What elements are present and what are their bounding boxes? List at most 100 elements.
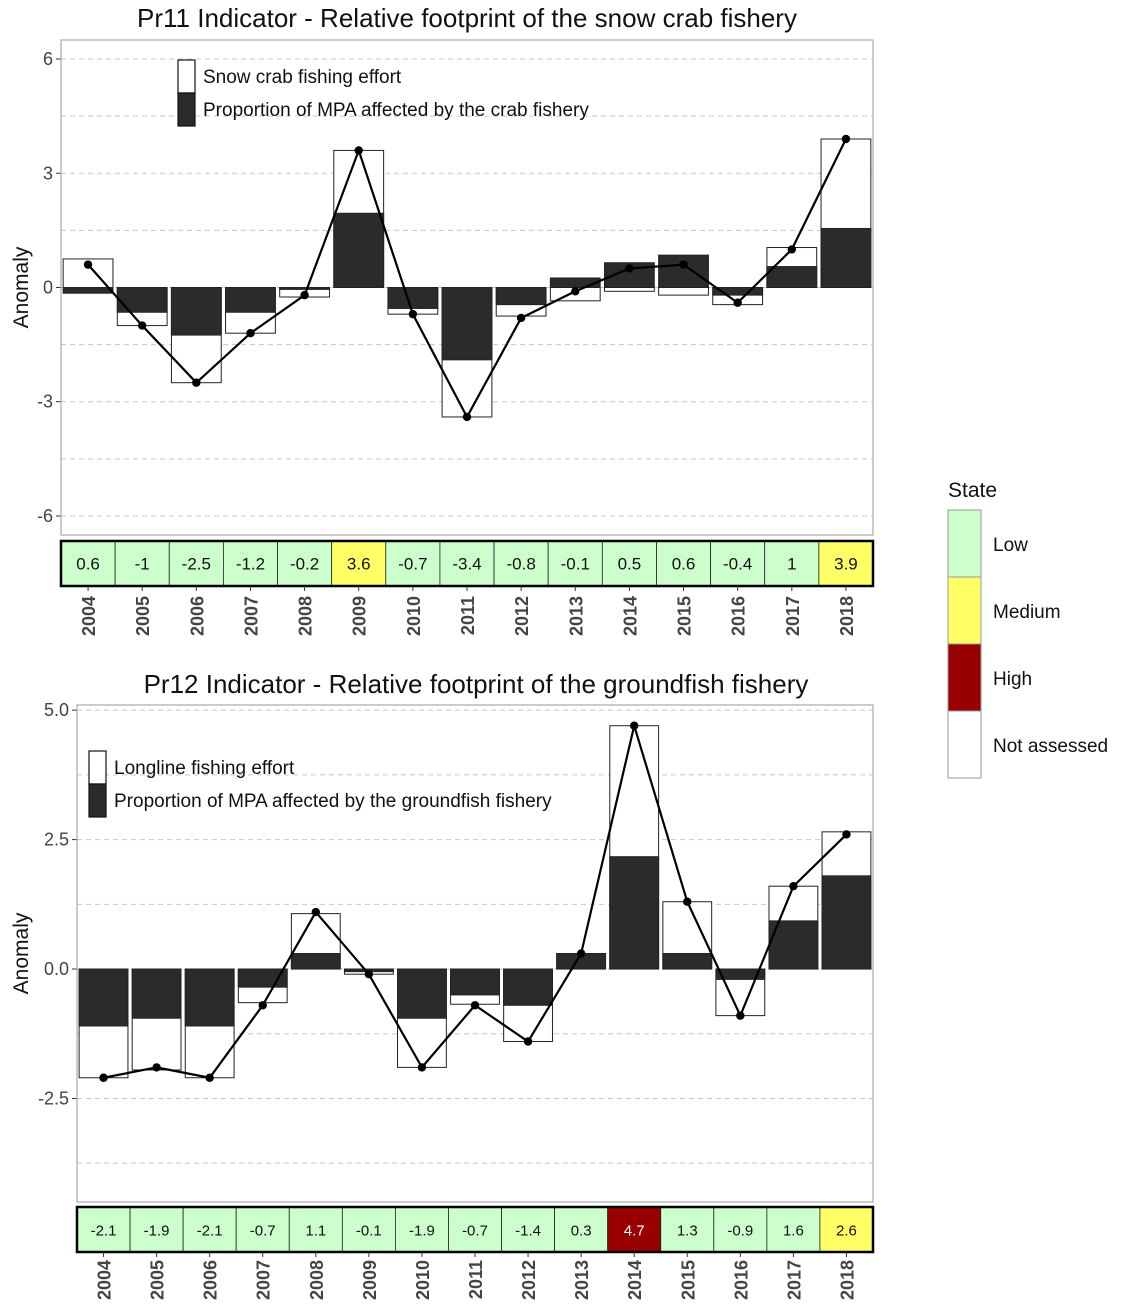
x-tick-label: 2006 [187, 596, 207, 636]
chart-title: Pr11 Indicator - Relative footprint of t… [137, 3, 797, 33]
state-value: 1 [787, 555, 796, 574]
x-tick-label: 2015 [678, 1260, 698, 1300]
indicator-point-2007 [246, 328, 255, 338]
bar-mpa-2006 [170, 287, 222, 336]
series-legend: Longline fishing effort Proportion of MPA… [88, 750, 552, 818]
indicator-point-2006 [192, 378, 201, 387]
y-tick-label: -2.5 [38, 1088, 69, 1108]
indicator-point-2017 [789, 881, 798, 891]
state-cell-2013 [547, 540, 603, 587]
indicator-point-2017 [787, 245, 796, 254]
bar-mpa-2005 [116, 287, 168, 313]
indicator-point-2010 [417, 1063, 427, 1072]
bar-mpa-2008 [290, 953, 341, 970]
state-value: -0.7 [462, 1223, 488, 1240]
indicator-point-2015 [683, 897, 692, 906]
x-tick-label: 2004 [95, 1260, 115, 1300]
state-value: 0.6 [76, 555, 100, 574]
bar-mpa-2016 [715, 968, 766, 980]
legend-swatch [88, 750, 107, 785]
chart-title: Pr12 Indicator - Relative footprint of t… [144, 669, 809, 699]
bar-effort-2015 [658, 287, 709, 296]
indicator-point-2005 [152, 1063, 161, 1072]
state-cell-2004 [60, 540, 116, 587]
bar-mpa-2011 [450, 968, 500, 996]
x-tick-label: 2012 [519, 1260, 539, 1300]
y-tick-label: -3 [37, 392, 53, 412]
x-tick-label: 2011 [466, 1260, 486, 1299]
state-value: -0.2 [290, 555, 319, 574]
plot-border [76, 704, 874, 1203]
bar-mpa-2018 [821, 875, 872, 970]
legend-swatch [177, 92, 196, 127]
indicator-point-2008 [300, 290, 309, 300]
state-value: 1.3 [677, 1223, 698, 1240]
state-value: -1.9 [144, 1223, 170, 1240]
y-tick-label: 6 [43, 49, 53, 69]
x-tick-label: 2014 [625, 1260, 645, 1300]
state-cell-2012 [493, 540, 549, 587]
indicator-point-2018 [842, 830, 851, 839]
chart-1: Pr11 Indicator - Relative footprint of t… [10, 3, 875, 636]
bar-mpa-2009 [333, 212, 385, 288]
bar-mpa-2015 [662, 953, 713, 970]
state-cell-2012 [501, 1206, 555, 1253]
x-tick-label: 2016 [731, 1260, 751, 1300]
x-tick-label: 2009 [350, 596, 370, 636]
y-tick-label: -6 [37, 506, 53, 526]
state-legend-title: State [948, 479, 997, 502]
indicator-point-2009 [354, 146, 363, 155]
state-value: -2.1 [197, 1223, 223, 1240]
state-value: -0.8 [506, 555, 535, 574]
indicator-point-2013 [576, 949, 586, 958]
state-cell-2009 [341, 1206, 396, 1253]
state-legend-label: High [993, 669, 1032, 690]
state-cell-2005 [129, 1206, 184, 1253]
state-value: 0.5 [618, 555, 642, 574]
indicator-point-2008 [311, 907, 320, 917]
bar-mpa-2012 [503, 968, 553, 1006]
bar-mpa-2018 [820, 227, 872, 289]
legend-swatch [177, 59, 196, 94]
bar-mpa-2012 [495, 287, 547, 306]
state-legend-swatch [947, 576, 982, 645]
indicator-point-2012 [516, 313, 526, 323]
state-value: 1.6 [783, 1223, 804, 1240]
x-tick-label: 2004 [79, 596, 99, 636]
x-tick-label: 2013 [572, 1260, 592, 1300]
bar-mpa-2011 [441, 287, 493, 361]
x-tick-label: 2013 [566, 596, 586, 636]
state-value: -2.5 [182, 555, 211, 574]
state-value: 0.3 [571, 1223, 592, 1240]
legend-label: Snow crab fishing effort [203, 67, 402, 88]
plot-border [60, 39, 874, 536]
x-tick-label: 2005 [148, 1260, 168, 1300]
indicator-point-2011 [462, 412, 472, 422]
y-tick-label: 2.5 [44, 830, 69, 850]
x-tick-label: 2010 [413, 1260, 433, 1300]
indicator-point-2014 [630, 721, 639, 730]
legend-label: Proportion of MPA affected by the crab f… [203, 100, 589, 121]
state-value: -1.4 [515, 1223, 541, 1240]
chart-2: Pr12 Indicator - Relative footprint of t… [10, 669, 875, 1300]
state-value: 3.6 [347, 555, 371, 574]
x-tick-label: 2011 [458, 596, 478, 635]
indicator-point-2015 [679, 260, 688, 269]
bar-mpa-2005 [131, 968, 182, 1019]
y-tick-label: 3 [43, 163, 53, 183]
legend-swatch [88, 783, 107, 818]
indicator-point-2016 [733, 298, 742, 307]
state-cell-2015 [656, 540, 712, 587]
state-legend-swatch [947, 643, 982, 712]
x-tick-label: 2018 [837, 596, 857, 636]
state-value: -1.2 [236, 555, 265, 574]
indicator-point-2004 [99, 1073, 108, 1082]
bar-mpa-2010 [397, 968, 447, 1019]
bar-effort-2014 [603, 287, 655, 292]
state-value: -2.1 [91, 1223, 117, 1240]
state-cell-2010 [394, 1206, 449, 1253]
y-axis-label: Anomaly [10, 246, 33, 328]
state-value: 3.9 [834, 555, 858, 574]
indicator-point-2009 [364, 970, 374, 979]
